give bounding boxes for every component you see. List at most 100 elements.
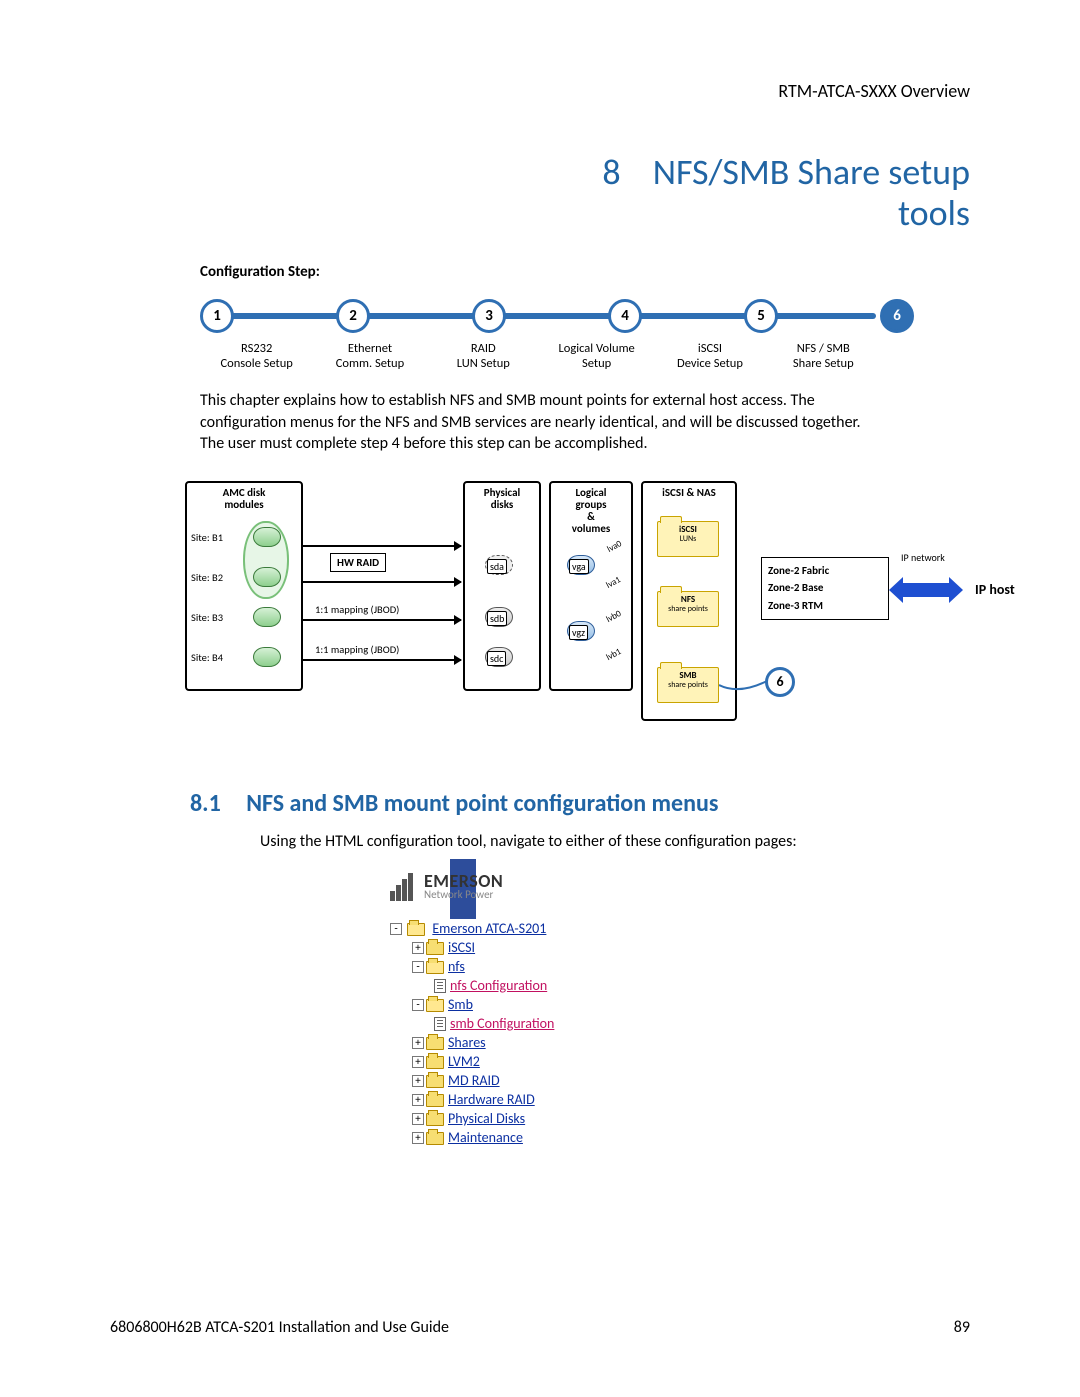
expand-icon[interactable]: + [412,942,424,954]
step-circle-6: 6 [880,299,914,333]
logical-groups-box: Logical groups & volumes [549,481,633,691]
folder-icon [426,1113,444,1126]
step-label-4: Logical VolumeSetup [540,341,653,372]
tree-link[interactable]: nfs Configuration [450,977,547,994]
tree-link[interactable]: iSCSI [448,939,475,956]
section-paragraph: Using the HTML configuration tool, navig… [260,832,880,851]
footer-page-number: 89 [954,1318,970,1337]
connector-line [719,671,769,697]
expand-icon[interactable]: + [412,1075,424,1087]
architecture-diagram: AMC disk modules Site: B1 Site: B2 Site:… [185,481,1080,741]
tree-link[interactable]: Smb [448,996,473,1013]
tree-root-link[interactable]: Emerson ATCA-S201 [432,920,546,937]
disk-icon [253,567,281,587]
folder-sub: share points [668,604,708,614]
emerson-sub: Network Power [424,890,503,900]
tree-item[interactable]: - Smb [412,995,690,1014]
tree-link[interactable]: nfs [448,958,465,975]
document-icon [434,979,446,993]
jbod-label: 1:1 mapping (JBOD) [315,603,399,616]
nav-tree-block: EMERSON Network Power - Emerson ATCA-S20… [390,873,690,1147]
zone-line: Zone-2 Base [768,579,882,597]
folder-icon [426,961,444,974]
tree-item[interactable]: + Shares [412,1033,690,1052]
tree-item[interactable]: nfs Configuration [434,976,690,995]
tree-root[interactable]: - Emerson ATCA-S201 [390,919,690,938]
tree-item[interactable]: + LVM2 [412,1052,690,1071]
arrow-icon [303,581,461,583]
expand-icon[interactable]: + [412,1094,424,1106]
disk-icon [253,527,281,547]
site-b3: Site: B3 [191,611,223,624]
step-circle-1: 1 [200,299,234,333]
tree-item[interactable]: + Hardware RAID [412,1090,690,1109]
tree-link[interactable]: Physical Disks [448,1110,525,1127]
site-b1: Site: B1 [191,531,223,544]
chapter-number: 8 [602,150,620,194]
step-6-marker: 6 [765,667,795,697]
tree-link[interactable]: Shares [448,1034,486,1051]
folder-open-icon [407,923,425,936]
step-label-5: iSCSIDevice Setup [653,341,766,372]
step-circle-3: 3 [472,299,506,333]
disk-label: sdb [487,611,507,626]
section-number: 8.1 [190,789,221,818]
folder-title: iSCSI [679,524,697,535]
collapse-icon[interactable]: - [390,923,402,935]
iscsi-folder: iSCSI LUNs [657,521,719,557]
step-label-6: NFS / SMBShare Setup [767,341,880,372]
step-label-1: RS232Console Setup [200,341,313,372]
folder-icon [426,1037,444,1050]
physical-disks-header: Physical disks [469,487,535,511]
expand-icon[interactable]: + [412,1056,424,1068]
tree-link[interactable]: LVM2 [448,1053,480,1070]
expand-icon[interactable]: + [412,1132,424,1144]
tree-item[interactable]: + MD RAID [412,1071,690,1090]
site-b4: Site: B4 [191,651,223,664]
folder-icon [426,1056,444,1069]
intro-paragraph: This chapter explains how to establish N… [200,390,880,455]
chapter-title-line2: tools [898,191,970,235]
tree-item[interactable]: + iSCSI [412,938,690,957]
disk-icon [253,647,281,667]
folder-title: NFS [681,594,695,605]
page-header: RTM-ATCA-SXXX Overview [110,80,970,102]
step-circle-5: 5 [744,299,778,333]
nfs-folder: NFS share points [657,591,719,627]
folder-sub: LUNs [680,534,697,544]
arrow-icon [303,619,461,621]
hw-raid-label: HW RAID [330,553,386,572]
expand-icon[interactable]: + [412,1037,424,1049]
tree-item[interactable]: smb Configuration [434,1014,690,1033]
tree-item[interactable]: - nfs [412,957,690,976]
amc-header: AMC disk modules [191,487,297,511]
disk-label: sdc [487,651,506,666]
expand-icon[interactable]: - [412,961,424,973]
folder-icon [426,1132,444,1145]
tree-item[interactable]: + Physical Disks [412,1109,690,1128]
ip-host-label: IP host [975,581,1015,598]
folder-icon [426,1094,444,1107]
step-circle-2: 2 [336,299,370,333]
footer-left: 6806800H62B ATCA-S201 Installation and U… [110,1318,449,1337]
folder-icon [426,1075,444,1088]
logical-groups-header: Logical groups & volumes [555,487,627,535]
tree-link[interactable]: Hardware RAID [448,1091,535,1108]
expand-icon[interactable]: - [412,999,424,1011]
step-label-2: EthernetComm. Setup [313,341,426,372]
config-step-label: Configuration Step: [200,263,970,281]
step-label-3: RAIDLUN Setup [427,341,540,372]
tree-link[interactable]: smb Configuration [450,1015,554,1032]
nav-tree: - Emerson ATCA-S201 [390,919,690,938]
disk-icon [253,607,281,627]
expand-icon[interactable]: + [412,1113,424,1125]
disk-label: sda [487,559,507,574]
document-icon [434,1017,446,1031]
volume-label: vga [569,559,589,574]
zone-line: Zone-2 Fabric [768,562,882,580]
iscsi-nas-header: iSCSI & NAS [647,487,731,499]
double-arrow-icon [891,577,961,603]
tree-item[interactable]: + Maintenance [412,1128,690,1147]
tree-link[interactable]: MD RAID [448,1072,500,1089]
tree-link[interactable]: Maintenance [448,1129,523,1146]
